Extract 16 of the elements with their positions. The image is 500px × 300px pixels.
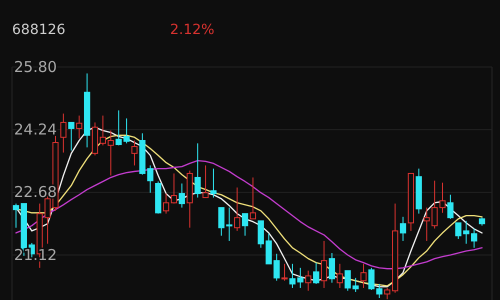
candlestick [76,115,82,140]
candlestick [186,170,193,228]
text: 2.12% [170,22,214,38]
candlestick [131,140,138,166]
candlestick [60,113,66,154]
y-tick-label: 24.24 [14,120,57,138]
candlestick [336,263,343,288]
candlestick [234,187,240,232]
candlestick [320,240,328,288]
candlestick [360,263,367,288]
candlestick [439,182,446,214]
y-tick-label: 25.80 [14,58,57,76]
text: 688126 [12,22,66,38]
candlestick [305,270,312,292]
candlestick [84,72,90,148]
line-series [15,160,483,270]
